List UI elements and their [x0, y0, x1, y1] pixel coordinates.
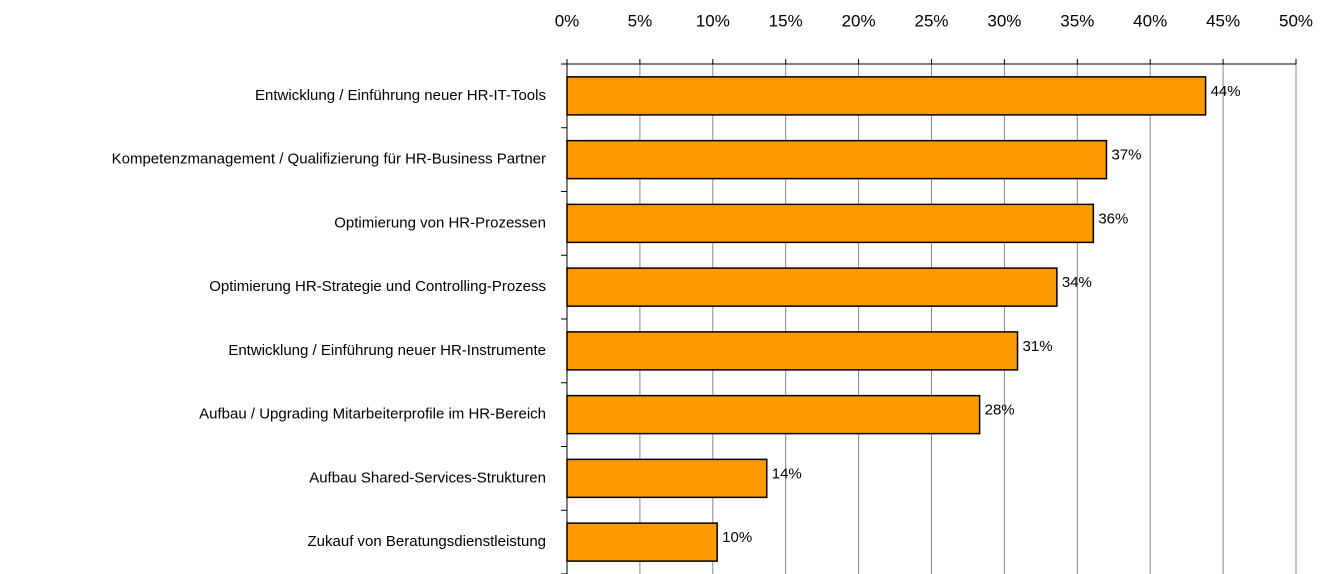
bar	[566, 139, 1108, 180]
y-tick-label: Aufbau / Upgrading Mitarbeiterprofile im…	[199, 406, 546, 423]
x-tick-label: 35%	[1060, 11, 1094, 30]
y-tick-label: Aufbau Shared-Services-Strukturen	[309, 469, 546, 486]
x-tick-label: 5%	[628, 11, 653, 30]
bar	[566, 394, 981, 435]
x-tick-label: 15%	[769, 11, 803, 30]
value-label: 10%	[722, 529, 752, 546]
x-tick-label: 10%	[696, 11, 730, 30]
x-tick-label: 0%	[555, 11, 580, 30]
bar	[566, 331, 1019, 371]
y-tick-label: Kompetenzmanagement / Qualifizierung für…	[112, 151, 546, 168]
value-label: 31%	[1023, 338, 1053, 355]
value-label: 34%	[1062, 274, 1092, 291]
bar	[566, 267, 1058, 307]
bar	[566, 458, 768, 499]
bar	[566, 522, 718, 562]
x-tick-label: 50%	[1279, 11, 1313, 30]
value-label: 37%	[1111, 147, 1141, 164]
y-tick-label: Zukauf von Beratungsdienstleistung	[308, 533, 546, 550]
bar	[566, 76, 1207, 116]
x-tick-label: 30%	[987, 11, 1021, 30]
x-tick-label: 20%	[842, 11, 876, 30]
y-tick-label: Entwicklung / Einführung neuer HR-Instru…	[228, 342, 546, 359]
x-tick-label: 40%	[1133, 11, 1167, 30]
y-tick-label: Optimierung von HR-Prozessen	[334, 214, 546, 231]
bar	[566, 203, 1095, 244]
x-tick-label: 25%	[914, 11, 948, 30]
value-label: 14%	[772, 465, 802, 482]
value-label: 44%	[1211, 83, 1241, 100]
value-label: 28%	[985, 402, 1015, 419]
y-tick-label: Optimierung HR-Strategie und Controlling…	[209, 278, 546, 295]
value-label: 36%	[1098, 210, 1128, 227]
x-tick-label: 45%	[1206, 11, 1240, 30]
y-tick-label: Entwicklung / Einführung neuer HR-IT-Too…	[255, 87, 546, 104]
